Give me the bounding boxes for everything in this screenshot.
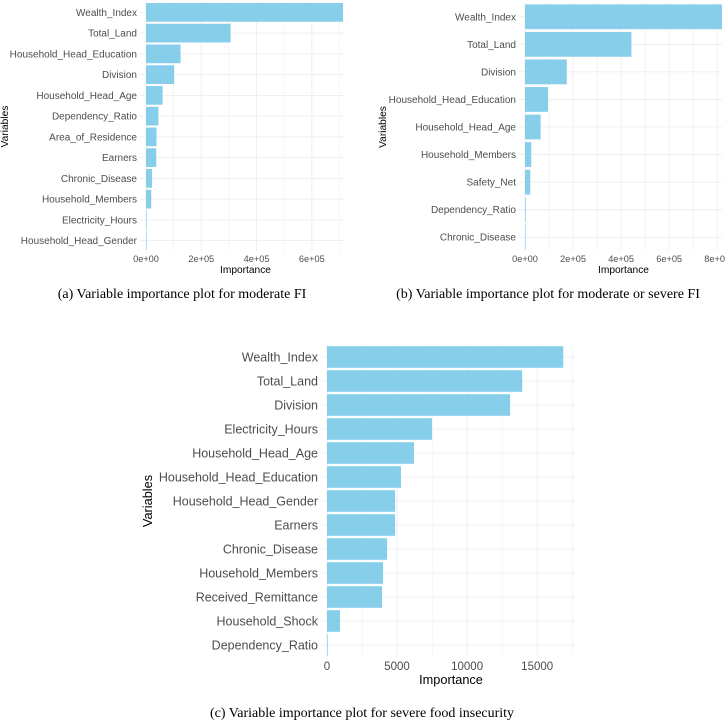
bar-electricity-hours xyxy=(146,210,147,230)
x-tick-label: 10000 xyxy=(451,661,483,673)
category-label: Earners xyxy=(274,518,318,532)
category-label: Wealth_Index xyxy=(76,8,137,19)
x-tick-label: 0e+00 xyxy=(512,254,538,264)
y-axis-title: Variables xyxy=(0,106,11,148)
category-label: Household_Head_Age xyxy=(36,91,137,102)
x-tick-label: 5000 xyxy=(384,661,410,673)
x-axis-title: Importance xyxy=(598,265,649,276)
category-label: Dependency_Ratio xyxy=(212,638,318,652)
x-axis-title: Importance xyxy=(419,672,483,687)
category-label: Household_Head_Education xyxy=(159,470,318,484)
bar-chronic-disease xyxy=(146,169,153,188)
category-label: Household_Members xyxy=(199,566,318,580)
category-label: Household_Head_Age xyxy=(192,446,318,460)
category-label: Wealth_Index xyxy=(455,12,516,23)
category-label: Household_Shock xyxy=(217,614,319,628)
caption-c: (c) Variable importance plot for severe … xyxy=(209,706,515,721)
bar-household-head-age xyxy=(525,114,541,140)
category-label: Household_Head_Gender xyxy=(173,494,318,508)
bar-division xyxy=(146,65,175,84)
bar-area-of-residence xyxy=(146,127,157,147)
category-label: Electricity_Hours xyxy=(224,422,318,436)
x-tick-label: 6e+05 xyxy=(656,254,682,264)
caption-b: (b) Variable importance plot for moderat… xyxy=(396,287,700,302)
bar-wealth-index xyxy=(146,3,344,22)
bar-household-members xyxy=(525,142,532,167)
bar-household-head-gender xyxy=(146,231,147,250)
x-axis-title: Importance xyxy=(220,265,271,276)
category-label: Household_Members xyxy=(421,150,516,161)
category-label: Area_of_Residence xyxy=(49,132,137,143)
category-label: Household_Members xyxy=(42,195,137,206)
x-tick-label: 0e+00 xyxy=(133,254,159,264)
category-label: Household_Head_Education xyxy=(10,49,137,60)
category-label: Earners xyxy=(102,153,137,164)
category-label: Household_Head_Education xyxy=(389,95,516,106)
bar-chronic-disease xyxy=(327,538,388,560)
bar-earners xyxy=(327,514,396,536)
bar-household-head-education xyxy=(525,87,549,112)
bar-total-land xyxy=(146,23,231,43)
category-label: Total_Land xyxy=(467,40,516,51)
bar-division xyxy=(327,394,511,416)
category-label: Received_Remittance xyxy=(196,590,318,604)
category-label: Total_Land xyxy=(88,29,137,40)
x-tick-label: 8e+05 xyxy=(704,254,725,264)
bar-total-land xyxy=(327,370,523,392)
category-label: Chronic_Disease xyxy=(223,542,318,556)
bar-chronic-disease xyxy=(525,224,526,250)
category-label: Electricity_Hours xyxy=(62,215,137,226)
bar-division xyxy=(525,59,567,85)
category-label: Total_Land xyxy=(257,374,318,388)
bar-household-members xyxy=(327,562,384,584)
y-axis-title: Variables xyxy=(140,475,155,527)
x-tick-label: 15000 xyxy=(521,661,553,673)
category-label: Chronic_Disease xyxy=(440,233,517,244)
bar-wealth-index xyxy=(327,346,564,368)
bar-earners xyxy=(146,148,157,167)
x-tick-label: 6e+05 xyxy=(299,254,325,264)
bar-household-head-education xyxy=(146,44,181,64)
bar-dependency-ratio xyxy=(146,106,159,126)
x-tick-label: 2e+05 xyxy=(188,254,214,264)
bar-dependency-ratio xyxy=(327,634,328,656)
bar-received-remittance xyxy=(327,586,383,608)
category-label: Dependency_Ratio xyxy=(52,112,137,123)
x-tick-label: 4e+05 xyxy=(608,254,634,264)
category-label: Division xyxy=(274,398,318,412)
bar-household-head-age xyxy=(327,442,415,464)
category-label: Division xyxy=(481,67,516,78)
bar-dependency-ratio xyxy=(525,197,526,223)
bar-wealth-index xyxy=(525,4,722,30)
category-label: Division xyxy=(102,70,137,81)
bar-household-head-age xyxy=(146,86,163,105)
category-label: Household_Head_Age xyxy=(415,123,516,134)
category-label: Dependency_Ratio xyxy=(431,205,516,216)
x-tick-label: 2e+05 xyxy=(560,254,586,264)
category-label: Chronic_Disease xyxy=(61,174,138,185)
bar-household-head-education xyxy=(327,466,401,488)
x-tick-label: 4e+05 xyxy=(244,254,270,264)
category-label: Safety_Net xyxy=(467,178,517,189)
bar-household-head-gender xyxy=(327,490,396,512)
bar-household-shock xyxy=(327,610,341,632)
y-axis-title: Variables xyxy=(378,106,389,148)
bar-household-members xyxy=(146,189,152,209)
bar-safety-net xyxy=(525,169,531,195)
category-label: Wealth_Index xyxy=(242,350,319,364)
bar-electricity-hours xyxy=(327,418,433,440)
bar-total-land xyxy=(525,31,632,57)
x-tick-label: 0 xyxy=(324,661,330,673)
category-label: Household_Head_Gender xyxy=(21,236,138,247)
caption-a: (a) Variable importance plot for moderat… xyxy=(57,287,307,302)
